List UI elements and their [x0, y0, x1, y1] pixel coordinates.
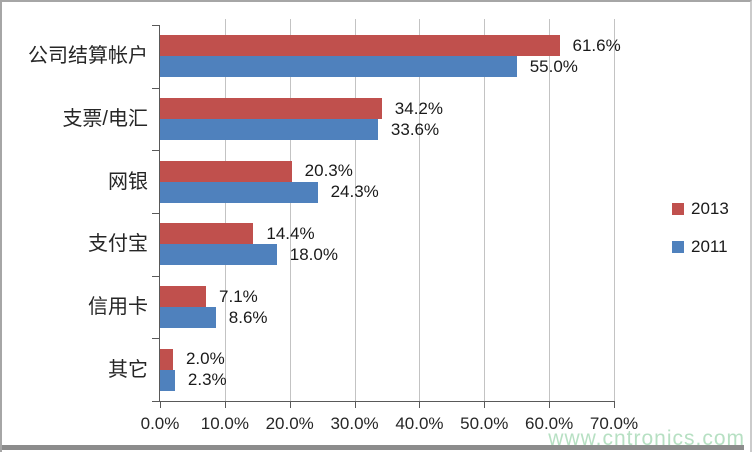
value-label-2011: 18.0% [289, 244, 338, 264]
legend-swatch-icon [672, 241, 684, 253]
category-label: 支票/电汇 [62, 108, 148, 130]
legend: 2013 2011 [672, 198, 729, 274]
gridline [289, 19, 291, 401]
legend-item-2013: 2013 [672, 198, 729, 220]
category-label: 网银 [108, 170, 148, 193]
category-label: 其它 [108, 358, 148, 381]
bar-2011 [160, 56, 517, 78]
value-label-2013: 7.1% [219, 286, 258, 306]
legend-label: 2013 [691, 199, 729, 218]
value-label-2011: 8.6% [228, 307, 268, 327]
gridline [419, 19, 421, 401]
value-label-2013: 14.4% [266, 223, 315, 243]
value-axis-tick [484, 401, 486, 408]
value-axis-tick-label: 60.0% [525, 414, 574, 433]
gridline [224, 19, 226, 401]
gridline [354, 19, 356, 401]
category-axis-tick [152, 338, 159, 340]
value-axis-tick [549, 401, 551, 408]
category-axis-tick [152, 150, 159, 152]
gridline [484, 19, 486, 401]
bar-2013 [160, 160, 292, 182]
category-axis-tick [152, 275, 159, 277]
value-label-2011: 33.6% [390, 119, 440, 139]
value-axis-tick [354, 401, 356, 408]
bar-2013 [160, 35, 560, 57]
value-axis-tick-label: 70.0% [589, 414, 639, 433]
category-axis-tick [152, 87, 159, 89]
value-axis-tick-label: 10.0% [200, 414, 249, 433]
category-axis-tick [152, 25, 159, 26]
bar-2013 [160, 223, 254, 245]
gridline [549, 19, 551, 401]
value-label-2013: 34.2% [394, 98, 443, 118]
bottom-border [2, 445, 744, 450]
gridline [614, 19, 615, 401]
bar-2011 [160, 369, 175, 391]
legend-swatch-icon [672, 203, 684, 215]
value-label-2013: 2.0% [185, 349, 225, 369]
bar-2013 [160, 348, 173, 370]
value-axis-tick [160, 401, 161, 408]
value-axis-tick-label: 40.0% [395, 414, 444, 433]
value-label-2011: 2.3% [187, 370, 227, 390]
value-axis-line [152, 401, 615, 402]
watermark: www.cntronics.com [548, 427, 745, 450]
value-label-2011: 24.3% [330, 182, 379, 202]
category-label: 支付宝 [88, 233, 148, 256]
value-axis-tick [224, 401, 226, 408]
category-axis-line [159, 25, 160, 401]
value-label-2011: 55.0% [529, 56, 578, 76]
value-label-2013: 61.6% [572, 35, 621, 55]
bar-2011 [160, 244, 277, 266]
value-axis-tick-label: 20.0% [265, 414, 314, 433]
category-label: 信用卡 [88, 296, 148, 318]
category-label: 公司结算帐户 [28, 45, 148, 68]
value-axis-tick-label: 0.0% [140, 414, 180, 433]
value-axis-tick [614, 401, 615, 408]
value-label-2013: 20.3% [304, 161, 353, 181]
value-axis-tick-label: 30.0% [330, 414, 379, 433]
bar-2013 [160, 98, 382, 119]
legend-label: 2011 [691, 237, 728, 256]
value-axis-tick [289, 401, 291, 408]
legend-item-2011: 2011 [672, 236, 729, 258]
bar-2011 [160, 181, 318, 203]
bar-2011 [160, 307, 216, 328]
value-axis-tick [419, 401, 421, 408]
bar-2013 [160, 286, 207, 307]
bar-2011 [160, 119, 378, 140]
category-axis-tick [152, 213, 159, 214]
value-axis-tick-label: 50.0% [460, 414, 509, 433]
